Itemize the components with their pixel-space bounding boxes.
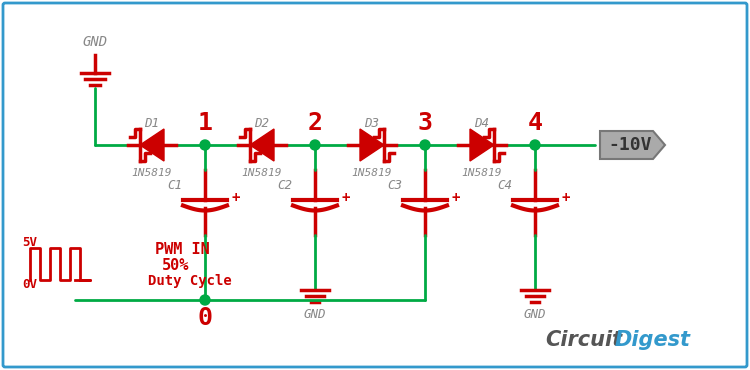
Text: 1N5819: 1N5819 (242, 168, 282, 178)
Text: 0V: 0V (22, 279, 37, 292)
FancyBboxPatch shape (3, 3, 747, 367)
Text: D1: D1 (145, 117, 160, 130)
Text: 1N5819: 1N5819 (462, 168, 503, 178)
Polygon shape (470, 129, 494, 161)
Text: D2: D2 (254, 117, 269, 130)
Text: +: + (341, 191, 350, 205)
Polygon shape (140, 129, 164, 161)
Circle shape (310, 140, 320, 150)
Circle shape (420, 140, 430, 150)
Text: D3: D3 (364, 117, 380, 130)
Text: GND: GND (82, 35, 107, 49)
Text: 1N5819: 1N5819 (132, 168, 172, 178)
Text: Digest: Digest (615, 330, 691, 350)
Text: Duty Cycle: Duty Cycle (148, 274, 232, 288)
Text: -10V: -10V (609, 136, 652, 154)
Text: +: + (231, 191, 239, 205)
Text: GND: GND (304, 308, 326, 321)
Text: +: + (561, 191, 569, 205)
Text: GND: GND (524, 308, 546, 321)
Text: C1: C1 (167, 178, 182, 192)
Text: 5V: 5V (22, 236, 37, 249)
Circle shape (530, 140, 540, 150)
Text: 1: 1 (197, 111, 212, 135)
Text: +: + (451, 191, 459, 205)
Text: 2: 2 (308, 111, 322, 135)
Text: PWM IN: PWM IN (155, 242, 210, 258)
Polygon shape (600, 131, 665, 159)
Text: 3: 3 (418, 111, 433, 135)
Circle shape (200, 295, 210, 305)
Text: 1N5819: 1N5819 (352, 168, 392, 178)
Circle shape (200, 140, 210, 150)
Text: C3: C3 (388, 178, 403, 192)
Text: 4: 4 (527, 111, 542, 135)
Polygon shape (360, 129, 384, 161)
Text: C4: C4 (497, 178, 512, 192)
Text: 50%: 50% (162, 259, 189, 273)
Polygon shape (250, 129, 274, 161)
Text: Circuit: Circuit (545, 330, 622, 350)
Text: C2: C2 (278, 178, 292, 192)
Text: 0: 0 (197, 306, 212, 330)
Text: D4: D4 (475, 117, 490, 130)
